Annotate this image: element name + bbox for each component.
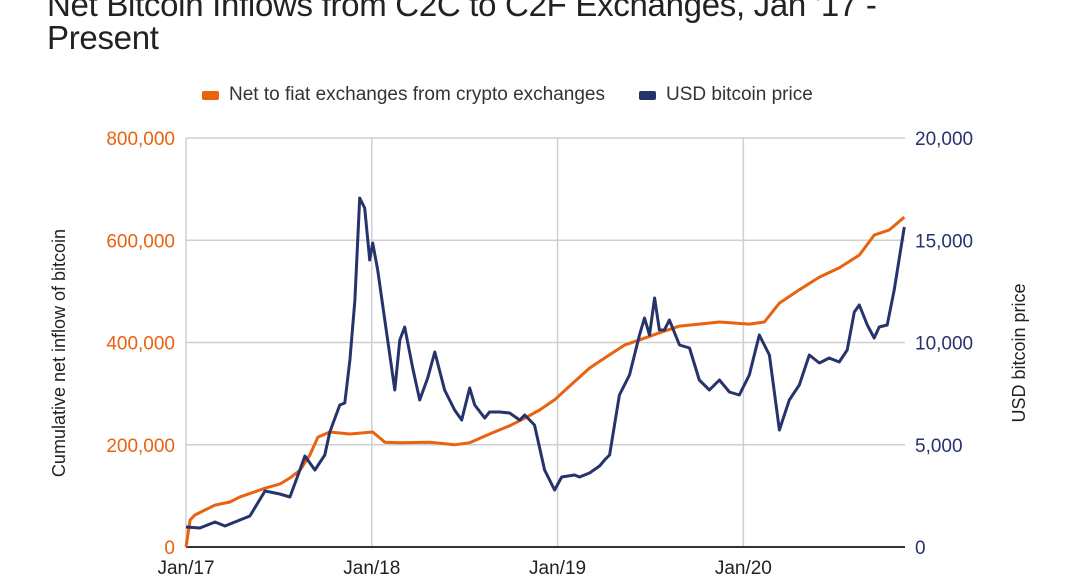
right-tick-label: 15,000 — [915, 231, 973, 252]
x-tick-label: Jan/17 — [157, 558, 214, 579]
gridlines — [185, 137, 905, 548]
chart-title-line-2: Present — [47, 19, 159, 56]
btc-price-line — [185, 196, 906, 530]
net-inflow-line — [184, 216, 906, 548]
series-lines — [184, 196, 906, 548]
left-tick-label: 400,000 — [106, 334, 175, 355]
x-tick-label: Jan/18 — [343, 558, 400, 579]
legend-swatch-orange — [202, 90, 219, 100]
left-axis-title: Cumulative net inflow of bitcoin — [49, 229, 69, 477]
right-axis-title: USD bitcoin price — [1009, 283, 1029, 422]
legend-label: Net to fiat exchanges from crypto exchan… — [229, 84, 605, 105]
legend-label: USD bitcoin price — [665, 84, 813, 105]
right-tick-label: 5,000 — [915, 436, 963, 457]
left-tick-label: 800,000 — [106, 129, 175, 150]
left-tick-label: 600,000 — [106, 231, 175, 252]
tick-labels: 0 200,000 400,000 600,000 800,000 0 5,000 10,00… — [106, 129, 973, 579]
left-tick-label: 200,000 — [106, 436, 175, 457]
right-tick-label: 10,000 — [915, 334, 973, 355]
right-tick-label: 20,000 — [915, 129, 973, 150]
legend-item-price[interactable]: USD bitcoin price — [638, 84, 813, 106]
chart-title: Net Bitcoin Inflows from C2C to C2F Exch… — [47, 0, 877, 54]
legend-swatch-navy — [638, 90, 656, 100]
right-tick-label: 0 — [915, 538, 926, 559]
legend: Net to fiat exchanges from crypto exchan… — [202, 84, 847, 106]
x-tick-label: Jan/20 — [715, 558, 772, 579]
chart-title-line-1: Net Bitcoin Inflows from C2C to C2F Exch… — [47, 0, 877, 23]
left-tick-label: 0 — [164, 538, 175, 559]
x-tick-label: Jan/19 — [529, 558, 586, 579]
legend-item-net-inflow[interactable]: Net to fiat exchanges from crypto exchan… — [202, 84, 605, 106]
